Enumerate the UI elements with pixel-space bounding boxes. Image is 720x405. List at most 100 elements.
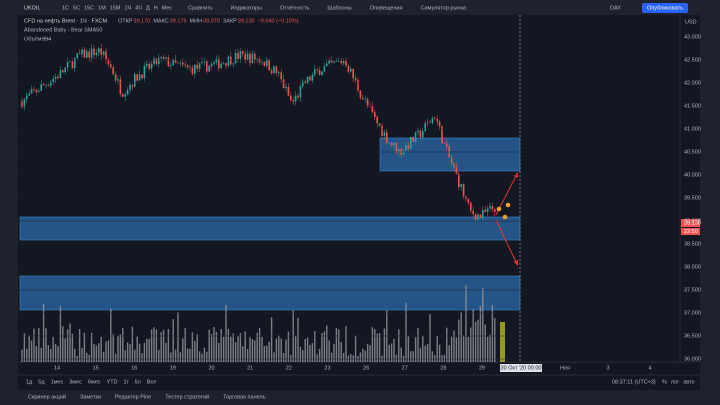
publish-button-bg[interactable] bbox=[642, 3, 688, 13]
toolbar-button[interactable]: Симулятор рынка bbox=[421, 5, 467, 11]
candle-body bbox=[23, 99, 26, 108]
volume-bar bbox=[102, 351, 105, 362]
arrow-down-head bbox=[514, 260, 518, 266]
bottom-tab[interactable]: Редактор Pine bbox=[115, 394, 151, 400]
interval[interactable]: Мес bbox=[162, 5, 173, 11]
toolbar-button[interactable]: Оповещения bbox=[370, 5, 403, 11]
currency: USD bbox=[685, 19, 697, 25]
price-label: 41.000 bbox=[684, 126, 701, 132]
volume-bar bbox=[458, 319, 460, 362]
range-button[interactable]: 1д bbox=[26, 379, 33, 385]
volume-bar bbox=[54, 344, 57, 362]
volume-bar bbox=[218, 343, 220, 362]
range-button[interactable]: 5л bbox=[135, 379, 141, 385]
range-button[interactable]: YTD bbox=[107, 379, 118, 385]
volume-bar bbox=[395, 354, 398, 362]
volume-bar bbox=[86, 352, 88, 362]
candle-body bbox=[95, 52, 98, 56]
candle-body bbox=[122, 93, 124, 97]
candle-body bbox=[237, 52, 239, 59]
candle-body bbox=[467, 199, 470, 203]
volume-value: 994 bbox=[42, 36, 51, 42]
volume-bar bbox=[405, 302, 407, 362]
volume-bar bbox=[424, 345, 426, 362]
time-label: 23 bbox=[324, 365, 330, 371]
scale-option[interactable]: % bbox=[662, 379, 667, 385]
volume-bar bbox=[429, 314, 431, 362]
time-label: Ноя bbox=[560, 365, 570, 371]
volume-bar bbox=[150, 329, 153, 362]
volume-bar bbox=[146, 338, 148, 362]
volume-bar bbox=[306, 337, 309, 362]
candle-body bbox=[362, 97, 364, 99]
range-button[interactable]: 6мес bbox=[88, 379, 101, 385]
interval[interactable]: Н bbox=[154, 5, 158, 11]
volume-bar bbox=[74, 348, 76, 362]
interval[interactable]: 15С bbox=[84, 5, 94, 11]
volume-bar bbox=[314, 331, 316, 362]
volume-bar bbox=[244, 331, 246, 362]
volume-bar bbox=[414, 337, 417, 362]
candle-body bbox=[424, 123, 426, 132]
volume-bar bbox=[23, 333, 26, 362]
interval[interactable]: 15М bbox=[110, 5, 121, 11]
scale-option[interactable]: лог bbox=[671, 379, 679, 385]
layout[interactable]: DAY bbox=[610, 5, 621, 11]
candle-body bbox=[213, 62, 215, 64]
candle-body bbox=[340, 60, 342, 64]
range-button[interactable]: 1мес bbox=[51, 379, 64, 385]
range-button[interactable]: 3мес bbox=[69, 379, 82, 385]
price-label: 40.500 bbox=[684, 149, 701, 155]
publish-button[interactable]: Опубликовать bbox=[647, 5, 683, 11]
bottom-tab[interactable]: Тестер стратегий bbox=[165, 393, 209, 400]
volume-bar bbox=[275, 338, 278, 362]
candle-body bbox=[244, 53, 246, 61]
volume-bar bbox=[167, 329, 170, 362]
toolbar-button[interactable]: Индикаторы bbox=[231, 5, 262, 11]
candle-body bbox=[357, 80, 359, 91]
interval[interactable]: Д bbox=[146, 5, 150, 11]
time-label: 21 bbox=[247, 365, 253, 371]
candle-body bbox=[179, 62, 182, 64]
zone-lower bbox=[19, 275, 521, 311]
toolbar-button[interactable]: Отчётность bbox=[280, 5, 310, 11]
candle-body bbox=[299, 86, 302, 98]
ohlc-value: 39.170 bbox=[134, 18, 151, 24]
volume-bar bbox=[129, 344, 131, 362]
volume-bar bbox=[246, 349, 249, 362]
bottom-tab[interactable]: Торговая панель bbox=[223, 394, 266, 400]
range-button[interactable]: 5д bbox=[38, 379, 45, 385]
candle-body bbox=[366, 98, 369, 106]
interval[interactable]: 1М bbox=[98, 5, 106, 11]
volume-bar bbox=[59, 306, 62, 362]
range-button[interactable]: 1г bbox=[124, 379, 129, 385]
volume-bar bbox=[143, 342, 146, 362]
candle-body bbox=[316, 69, 318, 71]
symbol[interactable]: UKOIL bbox=[24, 5, 41, 11]
countdown: 22:50 bbox=[684, 229, 698, 235]
volume-bar bbox=[287, 331, 290, 362]
candle-body bbox=[371, 106, 374, 113]
candle-body bbox=[246, 53, 249, 61]
candle-body bbox=[494, 209, 496, 212]
toolbar-button[interactable]: Шаблоны bbox=[327, 5, 351, 11]
bottom-tab[interactable]: Скринер акций bbox=[28, 393, 66, 400]
candle-body bbox=[172, 59, 174, 66]
scale-option[interactable]: авто bbox=[683, 379, 694, 385]
candle-body bbox=[105, 51, 107, 60]
range-button[interactable]: Все bbox=[147, 379, 156, 385]
candle-body bbox=[69, 61, 71, 63]
bottom-tab[interactable]: Заметки bbox=[80, 394, 101, 400]
candle-body bbox=[21, 101, 23, 108]
interval[interactable]: 5С bbox=[73, 5, 80, 11]
ohlc-label: МИН bbox=[190, 18, 203, 24]
volume-bar bbox=[256, 332, 258, 362]
interval[interactable]: 1Ч bbox=[125, 5, 132, 11]
interval[interactable]: 1С bbox=[62, 5, 69, 11]
interval[interactable]: 4Ч bbox=[135, 5, 142, 11]
candle-body bbox=[50, 82, 52, 86]
toolbar-button[interactable]: Сравнить bbox=[188, 5, 213, 11]
candle-body bbox=[203, 61, 206, 63]
volume-bar bbox=[263, 345, 266, 362]
cursor-time-tag bbox=[500, 364, 542, 372]
